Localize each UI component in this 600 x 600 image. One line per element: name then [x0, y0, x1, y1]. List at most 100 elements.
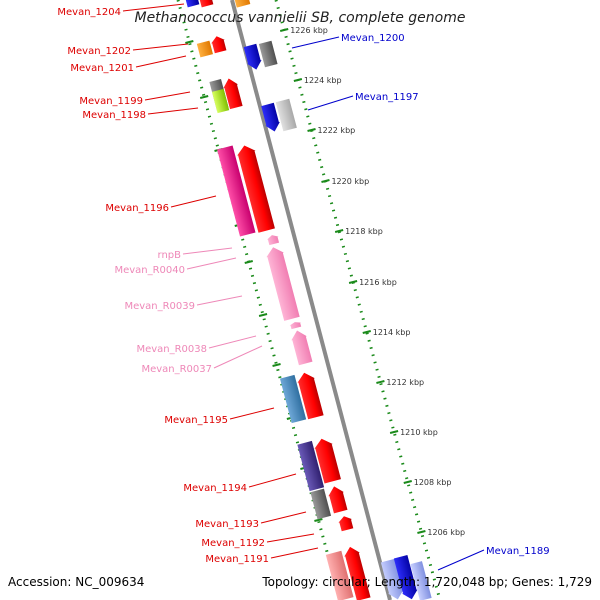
- gene-orange-top: [233, 0, 251, 8]
- leader-line-mevan-r0037: [213, 345, 263, 369]
- gene-mevan-1194a: [297, 440, 325, 492]
- label-mevan-1192[interactable]: Mevan_1192: [201, 538, 265, 549]
- leader-line-mevan-1200: [291, 36, 340, 49]
- leader-line-mevan-1198: [147, 107, 199, 115]
- leader-line-mevan-1197: [307, 95, 354, 111]
- track-tick: [185, 40, 194, 44]
- gene-mevan-1193: [328, 486, 348, 514]
- leader-line-mevan-1192: [266, 533, 315, 543]
- leader-line-mevan-1202: [132, 43, 189, 51]
- leader-line-mevan-1201: [135, 55, 187, 68]
- label-mevan-1191[interactable]: Mevan_1191: [205, 554, 269, 565]
- gene-mevan-1197b: [275, 98, 297, 132]
- kbp-tick: [362, 330, 371, 334]
- kbp-tick-label: 1220 kbp: [331, 177, 369, 186]
- leader-line-mevan-1199: [144, 91, 191, 101]
- kbp-tick-label: 1214 kbp: [373, 328, 411, 337]
- kbp-tick: [389, 430, 399, 434]
- leader-line-rnpb: [182, 247, 233, 255]
- kbp-tick-label: 1222 kbp: [318, 126, 356, 135]
- gene-mevan-r0038: [289, 322, 302, 330]
- label-mevan-1201[interactable]: Mevan_1201: [70, 63, 134, 74]
- gene-mevan-1189a: [380, 558, 404, 600]
- track-tick: [258, 313, 268, 317]
- leader-line-mevan-1204: [122, 3, 185, 12]
- gene-mevan-1196: [237, 145, 275, 233]
- gene-mevan-1200b: [258, 40, 278, 68]
- label-mevan-r0040[interactable]: Mevan_R0040: [114, 265, 185, 276]
- label-mevan-1202[interactable]: Mevan_1202: [67, 46, 131, 57]
- gene-mevan-1191a: [325, 550, 354, 600]
- gene-mevan-1192: [338, 516, 354, 532]
- kbp-tick: [307, 128, 316, 132]
- gene-labels: Mevan_1204 Mevan_1202 Mevan_1201 Mevan_1199…: [57, 3, 550, 571]
- leader-line-mevan-r0039: [196, 295, 243, 306]
- gene-mevan-1199b: [211, 88, 230, 114]
- label-mevan-r0037[interactable]: Mevan_R0037: [141, 364, 212, 375]
- label-rnpb[interactable]: rnpB: [158, 250, 182, 261]
- gene-mevan-r0037: [291, 330, 313, 366]
- kbp-tick-label: 1212 kbp: [386, 378, 424, 387]
- leader-line-mevan-r0038: [208, 335, 257, 349]
- track-tick: [314, 518, 323, 522]
- gene-mevan-1202: [196, 40, 213, 58]
- kbp-tick: [376, 380, 385, 384]
- gene-mevan-1194: [314, 438, 341, 484]
- kbp-tick: [403, 480, 412, 484]
- kbp-tick-label: 1218 kbp: [345, 227, 383, 236]
- label-mevan-1194[interactable]: Mevan_1194: [183, 483, 247, 494]
- leader-line-mevan-1189: [437, 549, 485, 571]
- track-tick: [244, 260, 253, 264]
- kbp-tick: [279, 28, 289, 32]
- label-mevan-1200[interactable]: Mevan_1200: [341, 33, 405, 44]
- leader-line-mevan-1195: [229, 407, 275, 420]
- genome-title: Methanococcus vannielii SB, complete gen…: [134, 10, 466, 26]
- accession-text: Accession: NC_009634: [8, 575, 145, 589]
- gene-mevan-1200a: [243, 43, 262, 70]
- gene-mevan-r0039: [266, 247, 300, 321]
- label-mevan-1189[interactable]: Mevan_1189: [486, 546, 550, 557]
- kbp-tick-label: 1224 kbp: [304, 76, 342, 85]
- genome-summary-text: Topology: circular; Length: 1,720,048 bp…: [262, 575, 592, 589]
- kbp-tick: [348, 280, 358, 284]
- label-mevan-1199[interactable]: Mevan_1199: [79, 96, 143, 107]
- gene-mevan-1198: [223, 78, 243, 110]
- gene-mevan-1196a: [217, 145, 256, 237]
- gene-mevan-1189: [393, 554, 418, 600]
- gene-mevan-1195: [297, 372, 324, 420]
- leader-line-mevan-1194: [248, 473, 297, 488]
- label-mevan-1193[interactable]: Mevan_1193: [195, 519, 259, 530]
- label-mevan-1204[interactable]: Mevan_1204: [57, 7, 121, 18]
- kbp-tick-label: 1226 kbp: [290, 26, 328, 35]
- gene-features: [184, 0, 432, 600]
- kbp-tick: [334, 229, 344, 233]
- kbp-tick: [417, 530, 426, 534]
- label-mevan-r0039[interactable]: Mevan_R0039: [124, 301, 195, 312]
- label-mevan-r0038[interactable]: Mevan_R0038: [136, 344, 207, 355]
- label-mevan-1195[interactable]: Mevan_1195: [164, 415, 228, 426]
- kbp-tick-label: 1208 kbp: [414, 478, 452, 487]
- kbp-tick-label: 1206 kbp: [427, 528, 465, 537]
- kbp-tick: [293, 78, 303, 82]
- label-mevan-1196[interactable]: Mevan_1196: [105, 203, 169, 214]
- gene-mevan-1197a: [261, 102, 280, 132]
- leader-line-mevan-r0040: [186, 257, 237, 270]
- track-tick: [272, 363, 281, 367]
- kbp-tick-label: 1210 kbp: [400, 428, 438, 437]
- gene-mevan-1204: [184, 0, 200, 8]
- gene-mevan-1195a: [279, 374, 307, 424]
- label-mevan-1197[interactable]: Mevan_1197: [355, 92, 419, 103]
- gene-mevan-1189b: [410, 561, 432, 600]
- gene-mevan-1193a: [310, 488, 332, 520]
- gene-rnpb: [266, 235, 280, 246]
- kbp-tick-label: 1216 kbp: [359, 278, 397, 287]
- kbp-tick: [321, 179, 330, 183]
- label-mevan-1198[interactable]: Mevan_1198: [82, 110, 146, 121]
- leader-line-mevan-1191: [270, 547, 319, 559]
- gene-mevan-1204b: [198, 0, 214, 8]
- gene-mevan-1201: [211, 36, 227, 54]
- leader-line-mevan-1196: [170, 195, 217, 208]
- backbone-line: [230, 0, 392, 600]
